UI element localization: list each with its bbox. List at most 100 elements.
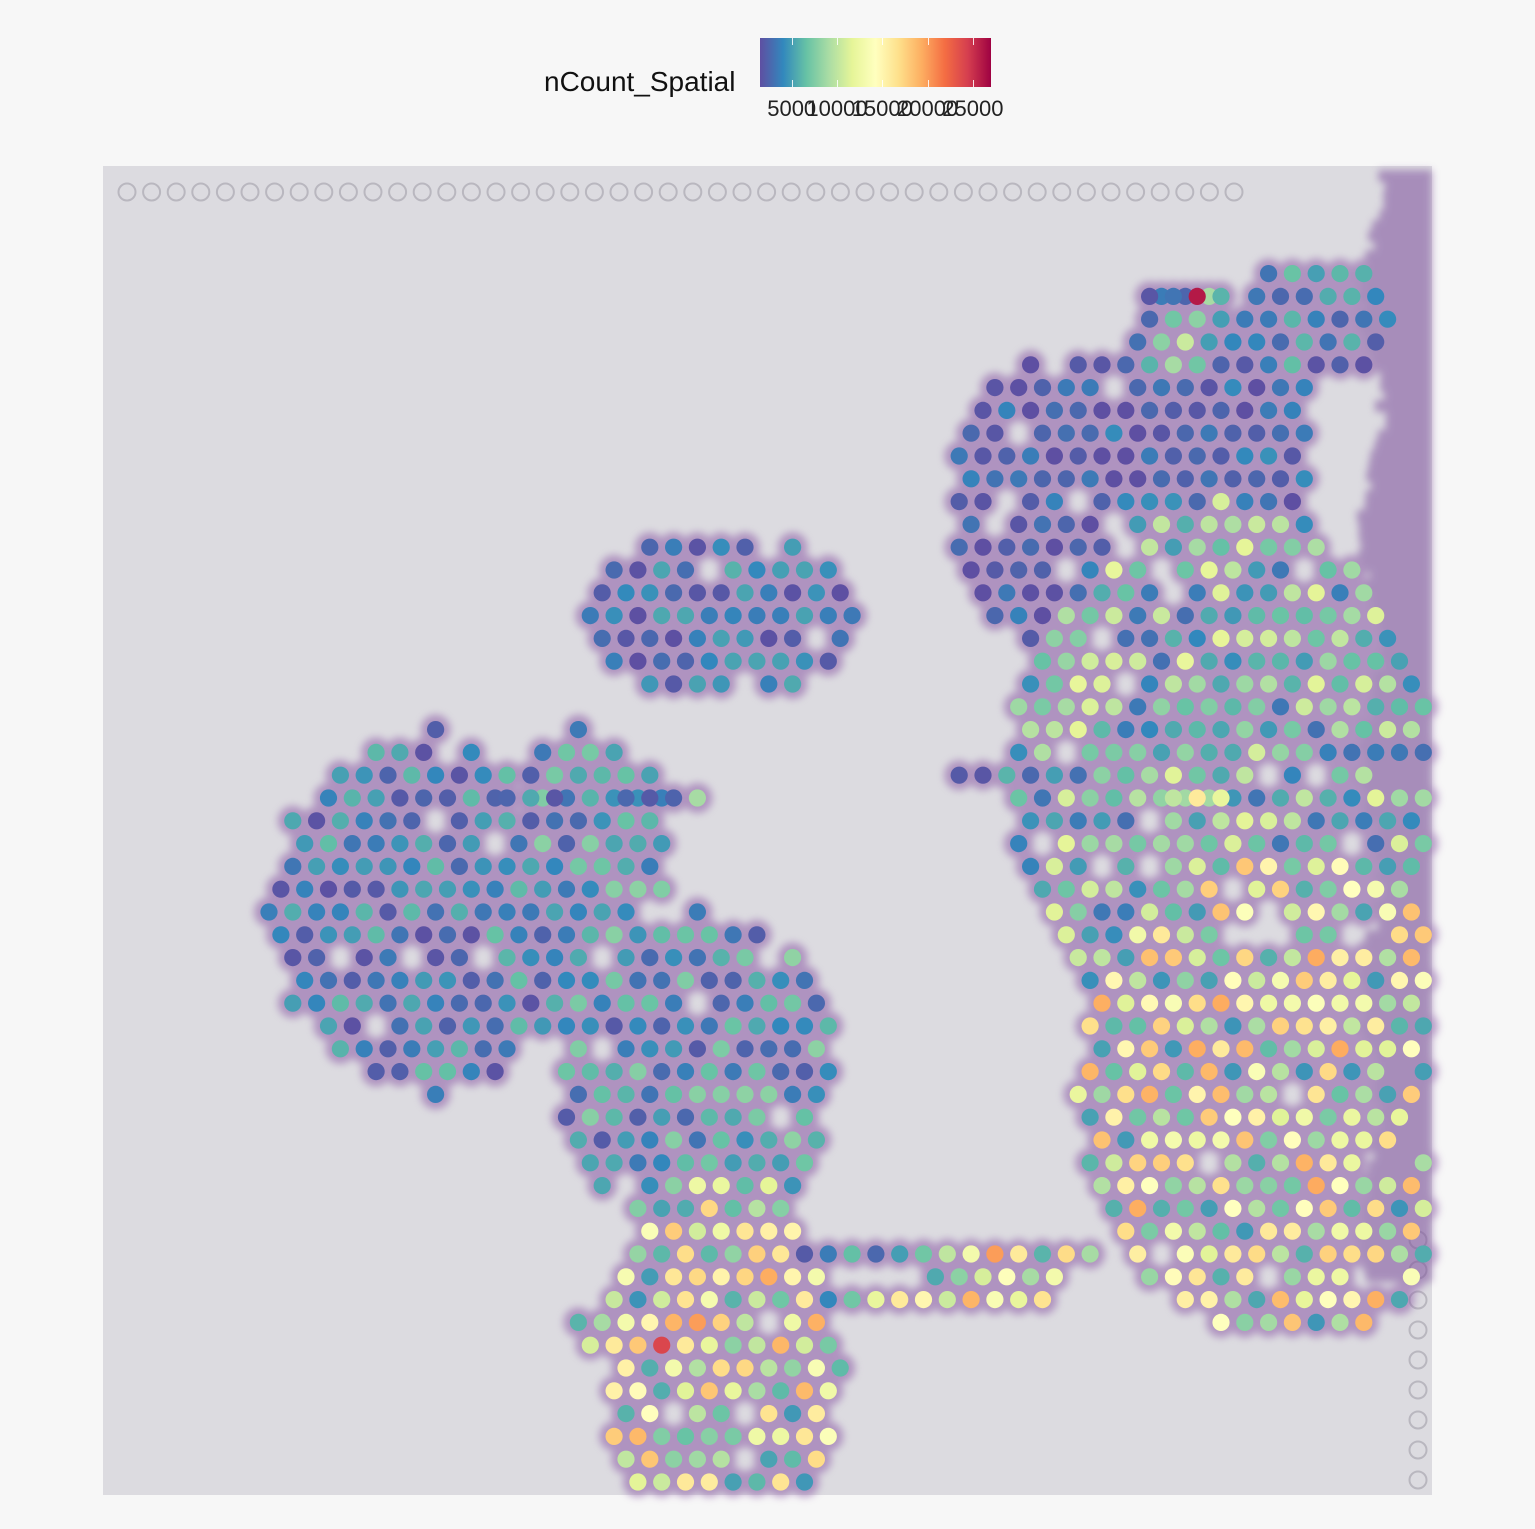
spot: [1212, 401, 1230, 419]
spot: [1176, 698, 1194, 716]
spot: [629, 1199, 647, 1217]
spot: [498, 1040, 516, 1058]
spot: [1319, 333, 1337, 351]
spot: [1260, 949, 1278, 967]
spot: [569, 1131, 588, 1149]
spot: [1295, 379, 1313, 397]
spot: [1331, 584, 1349, 602]
spot: [1331, 766, 1349, 784]
spot: [962, 561, 980, 579]
spot: [688, 903, 707, 921]
spot: [415, 926, 433, 944]
spot: [474, 766, 492, 784]
spot: [1200, 1199, 1218, 1217]
spot: [819, 1382, 837, 1400]
tissue-edge: [1384, 180, 1432, 192]
spot: [1355, 857, 1373, 876]
spot: [1236, 812, 1254, 830]
spot: [665, 1177, 683, 1195]
spot: [581, 926, 599, 944]
spot: [1260, 356, 1278, 374]
spot: [1343, 1017, 1361, 1035]
spot: [1152, 1154, 1171, 1172]
spot: [581, 1017, 599, 1035]
spot: [1248, 1108, 1266, 1126]
tissue-edge: [1364, 500, 1432, 512]
spot: [1188, 493, 1206, 511]
tissue-edge: [1370, 590, 1432, 602]
spot: [569, 1313, 588, 1331]
spot: [1355, 1085, 1373, 1103]
spot: [557, 880, 576, 898]
spot: [641, 812, 659, 830]
spot: [427, 857, 445, 876]
spot: [1283, 538, 1301, 556]
spot: [653, 607, 671, 625]
spot: [1224, 1154, 1242, 1172]
spot: [1200, 607, 1218, 625]
spot: [1331, 1131, 1349, 1149]
spot: [272, 926, 290, 944]
tissue-edge: [1369, 570, 1432, 582]
spot: [1129, 880, 1147, 898]
spot: [760, 994, 778, 1012]
spot: [1176, 1245, 1194, 1263]
spot: [1164, 493, 1182, 511]
spot: [1402, 1085, 1420, 1103]
spot: [1022, 538, 1040, 556]
spot: [629, 835, 647, 853]
fiducial-marker: [855, 182, 875, 202]
spot: [1343, 1108, 1361, 1126]
spot: [1236, 903, 1254, 921]
spot: [1355, 584, 1373, 602]
spot: [1295, 287, 1313, 305]
spot: [665, 1313, 683, 1331]
spot: [1141, 766, 1159, 784]
spot: [1022, 721, 1040, 739]
spot: [498, 949, 516, 967]
spot: [427, 903, 445, 921]
spot: [1331, 1313, 1349, 1331]
spot: [760, 1405, 778, 1423]
spot: [1069, 356, 1087, 374]
spot: [1105, 1199, 1123, 1217]
spot: [831, 629, 849, 648]
spot: [688, 1222, 707, 1240]
spot: [1129, 698, 1147, 716]
spot: [1045, 493, 1063, 511]
spot: [510, 1017, 528, 1035]
spot: [1379, 949, 1397, 967]
spot: [1164, 287, 1182, 305]
spot: [1224, 333, 1242, 351]
spot: [1081, 926, 1099, 944]
spot: [819, 1427, 837, 1445]
spot: [1271, 561, 1290, 579]
fiducial-marker: [1052, 182, 1072, 202]
spot: [1117, 584, 1135, 602]
spot: [736, 949, 754, 967]
spot: [1307, 1268, 1325, 1286]
spot: [1307, 949, 1325, 967]
spot: [819, 1245, 837, 1263]
spot: [1367, 789, 1385, 807]
spot: [1283, 1222, 1301, 1240]
spot: [546, 903, 564, 921]
spot: [760, 1222, 778, 1240]
spot: [1045, 584, 1063, 602]
spot: [1283, 1177, 1301, 1195]
spot: [665, 789, 683, 807]
spot: [700, 652, 718, 670]
spot: [557, 1017, 576, 1035]
spot: [1022, 401, 1040, 419]
spot: [522, 789, 540, 807]
spot: [1057, 607, 1075, 625]
spot: [1188, 1222, 1206, 1240]
spot: [1188, 1177, 1206, 1195]
spot: [1152, 333, 1171, 351]
spot: [795, 1108, 814, 1126]
spot: [629, 561, 647, 579]
tissue-edge: [1356, 770, 1432, 782]
spot: [1390, 1245, 1409, 1263]
spot: [1152, 835, 1171, 853]
tissue-edge: [1360, 540, 1432, 552]
